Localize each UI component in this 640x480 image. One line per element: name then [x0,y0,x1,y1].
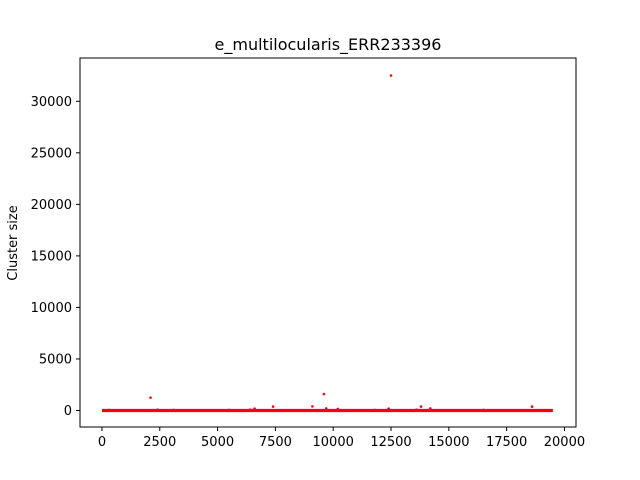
x-tick-label-0: 0 [98,435,106,450]
y-axis-label: Cluster size [6,205,21,280]
data-point-18 [415,408,418,411]
data-point-15 [227,408,231,412]
data-point-8 [253,407,256,410]
x-tick-label-2: 5000 [201,435,234,450]
x-tick-label-7: 17500 [486,435,527,450]
y-tick-label-0: 0 [64,404,72,419]
data-point-11 [324,407,328,410]
data-point-1 [322,392,326,396]
x-tick-label-8: 20000 [544,435,585,450]
x-tick-label-5: 12500 [370,435,411,450]
plot-frame [79,57,577,428]
data-point-7 [530,405,534,408]
y-tick-label-6: 30000 [31,95,72,110]
data-point-10 [387,407,390,410]
x-tick-label-6: 15000 [428,435,469,450]
y-tick-label-1: 5000 [39,352,72,367]
x-tick-label-1: 2500 [143,435,176,450]
data-point-5 [419,405,423,408]
x-tick-label-4: 10000 [313,435,354,450]
data-point-14 [172,408,175,412]
data-point-17 [373,408,377,412]
y-tick-label-4: 20000 [31,198,72,213]
data-point-6 [429,407,432,410]
data-point-9 [336,407,340,411]
data-point-16 [248,408,252,411]
y-tick-label-2: 10000 [31,301,72,316]
data-point-3 [271,405,275,408]
plot-data [101,74,553,413]
chart-title: e_multilocularis_ERR233396 [215,35,442,55]
data-point-19 [482,408,485,412]
x-tick-label-3: 7500 [259,435,292,450]
data-point-12 [107,408,111,412]
y-tick-label-3: 15000 [31,249,72,264]
data-point-13 [156,408,159,411]
data-point-4 [311,405,314,408]
data-point-2 [149,396,152,399]
y-tick-label-5: 25000 [31,146,72,161]
data-point-0 [389,74,393,77]
axis-ticks: 0 2500 5000 7500 10000 12500 15000 17500 20000 0 5… [31,95,585,450]
